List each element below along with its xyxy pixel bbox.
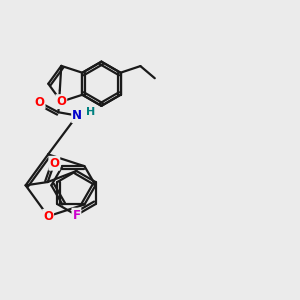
Text: O: O [56, 95, 66, 108]
Text: H: H [86, 107, 95, 117]
Text: O: O [49, 157, 59, 170]
Text: O: O [43, 210, 53, 223]
Text: F: F [72, 208, 80, 222]
Text: N: N [72, 109, 82, 122]
Text: O: O [34, 96, 45, 109]
